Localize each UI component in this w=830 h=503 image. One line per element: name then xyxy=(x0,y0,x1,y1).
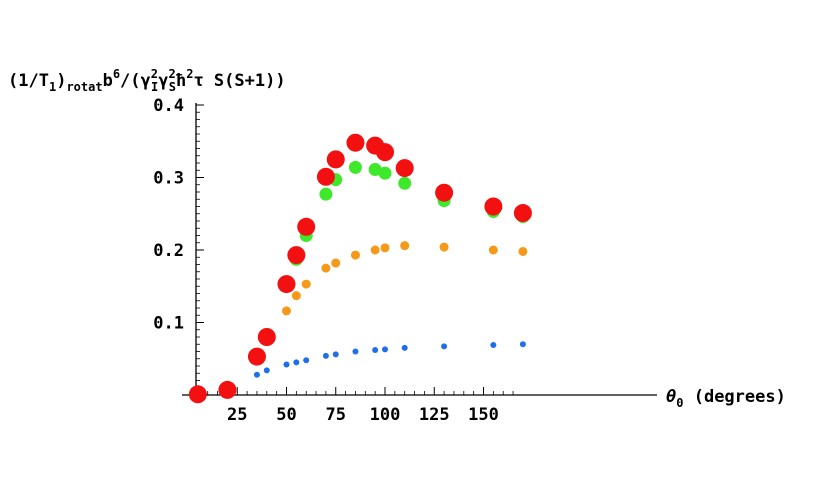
data-point xyxy=(303,357,310,364)
data-point xyxy=(376,143,394,162)
data-point xyxy=(352,348,359,355)
x-tick-label: 75 xyxy=(326,405,346,425)
data-point xyxy=(253,371,260,378)
data-point xyxy=(519,341,526,348)
y-axis-label: (1/T1)rotatb6/(γ2 Iγ2 Sħ2τ S(S+1)) xyxy=(8,67,286,94)
data-point xyxy=(326,150,345,169)
series-3 xyxy=(188,133,532,404)
data-point xyxy=(293,359,300,366)
x-axis-label: θ0 (degrees) xyxy=(666,387,786,410)
data-point xyxy=(331,258,341,268)
x-tick-label: 25 xyxy=(227,405,247,425)
data-point xyxy=(378,166,392,180)
data-point xyxy=(321,263,331,273)
data-point xyxy=(283,361,290,368)
x-tick-label: 100 xyxy=(370,405,401,425)
data-point xyxy=(370,245,380,255)
data-point xyxy=(488,245,498,255)
data-point xyxy=(382,346,388,353)
y-tick-label: 0.1 xyxy=(153,314,184,334)
x-tick-label: 50 xyxy=(276,405,296,425)
y-tick-label: 0.4 xyxy=(153,96,184,116)
x-tick-label: 125 xyxy=(419,405,450,425)
data-point xyxy=(400,241,410,251)
data-point xyxy=(291,291,301,301)
data-point xyxy=(263,367,270,374)
y-tick-label: 0.2 xyxy=(153,241,184,261)
data-point xyxy=(401,344,408,351)
axes xyxy=(182,103,657,396)
data-point xyxy=(350,250,360,260)
data-point xyxy=(395,159,414,178)
ticks: 25 50 75 100 125 150 0.1 0.2 0.3 0.4 xyxy=(153,96,514,425)
data-point xyxy=(322,352,329,359)
data-point xyxy=(518,246,528,256)
data-point xyxy=(332,351,339,358)
data-point xyxy=(301,279,311,289)
data-point xyxy=(435,183,454,202)
data-point xyxy=(348,160,362,174)
data-point xyxy=(247,347,266,366)
data-point xyxy=(372,347,379,354)
data-point xyxy=(490,341,497,348)
data-point xyxy=(257,328,276,346)
y-tick-label: 0.3 xyxy=(153,169,184,189)
data-points xyxy=(188,133,532,404)
data-point xyxy=(316,167,335,186)
data-point xyxy=(380,243,390,253)
data-point xyxy=(188,385,207,404)
series-0 xyxy=(253,341,526,378)
data-point xyxy=(277,275,296,294)
data-point xyxy=(282,306,291,316)
data-point xyxy=(398,176,412,190)
data-point xyxy=(287,246,306,265)
data-point xyxy=(439,242,449,252)
data-point xyxy=(513,204,532,223)
data-point xyxy=(218,380,237,399)
data-point xyxy=(441,343,448,350)
data-point xyxy=(346,133,365,152)
data-point xyxy=(297,217,316,236)
data-point xyxy=(484,197,503,216)
data-point xyxy=(368,163,382,177)
x-tick-label: 150 xyxy=(468,405,499,425)
data-point xyxy=(319,187,333,201)
